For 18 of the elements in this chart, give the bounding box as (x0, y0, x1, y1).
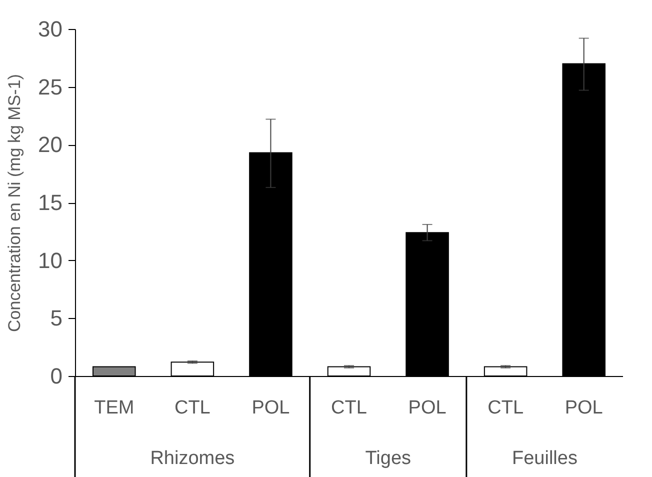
y-tick-label: 15 (38, 190, 62, 215)
text: Rhizomes (150, 448, 235, 469)
text: Tiges (365, 448, 412, 469)
y-tick-label: 0 (50, 364, 62, 388)
x-tick-label: CTL (488, 398, 524, 418)
y-tick-label: 10 (38, 248, 62, 273)
y-tick-label: 20 (38, 132, 62, 158)
y-tick-label: 25 (38, 74, 62, 100)
x-tick-label: TEM (94, 398, 134, 418)
text: Feuilles (512, 448, 578, 469)
y-tick-label: 5 (50, 306, 62, 331)
y-axis-title: Concentration en Ni (mg kg MS-1) (5, 74, 24, 332)
x-tick-label: POL (564, 398, 603, 418)
x-tick-label: POL (252, 398, 290, 418)
x-tick-label: CTL (331, 398, 367, 418)
x-tick-label: POL (408, 398, 446, 418)
y-tick-label: 30 (38, 16, 62, 42)
x-tick-label: CTL (174, 398, 210, 418)
